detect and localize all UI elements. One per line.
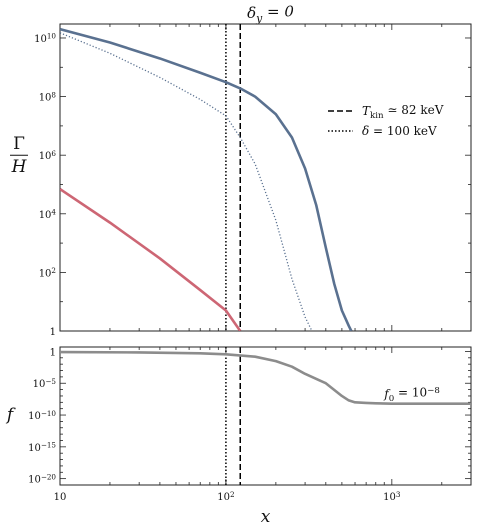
- bottom-axes-frame: [59, 346, 472, 486]
- top-y-axis-label: ΓH: [10, 134, 28, 177]
- y-tick-label: 108​: [39, 90, 57, 103]
- y-tick-label: 106​: [39, 149, 57, 162]
- y-label-denominator: H: [11, 157, 28, 177]
- bottom-y-ticks: [60, 351, 471, 486]
- y-tick-label: 10−15​: [28, 441, 56, 454]
- top-series-1-line: [60, 32, 313, 331]
- bottom-series-0-line: [60, 350, 471, 406]
- x-tick-label: 10: [54, 492, 67, 503]
- y-tick-label: 1: [50, 327, 56, 338]
- x-axis-label: x: [261, 507, 271, 527]
- top-series-2-line: [60, 187, 242, 331]
- top-y-ticks: [60, 37, 471, 332]
- y-tick-label: 104​: [39, 208, 57, 221]
- x-tick-label: 102​: [217, 490, 234, 503]
- bottom-panel: 1 10−5​ 10−10​ 10−15​ 10−20​ 10 102​ 103​ f x f0 =…: [5, 346, 472, 527]
- top-x-ticks: [59, 24, 472, 331]
- y-tick-label: 1: [50, 347, 56, 358]
- y-tick-label: 10−10​: [28, 409, 56, 422]
- y-label-numerator: Γ: [13, 134, 25, 154]
- y-tick-label: 1010​: [34, 32, 56, 45]
- x-tick-label: 103​: [383, 490, 401, 503]
- y-tick-label: 10−5​: [33, 377, 57, 390]
- y-tick-label: 102​: [39, 266, 56, 279]
- bottom-y-axis-label: f: [5, 405, 16, 425]
- f0-annotation: f0 = 10−8: [383, 386, 440, 404]
- top-panel: 1 102​ 104​ 106​ 108​ 1010​ δy = 0 ΓH Tkin ≃ 82 …: [10, 3, 472, 338]
- legend: Tkin ≃ 82 keV δ = 100 keV: [328, 103, 444, 138]
- bottom-x-ticks: [59, 347, 472, 485]
- top-chart-title: δy = 0: [247, 3, 294, 25]
- top-series-0-line: [60, 27, 353, 331]
- legend-label-dotted: δ = 100 keV: [362, 124, 437, 138]
- top-axes-frame: [59, 23, 472, 332]
- legend-label-dashed: Tkin ≃ 82 keV: [362, 103, 444, 121]
- y-tick-label: 10−20​: [28, 472, 56, 485]
